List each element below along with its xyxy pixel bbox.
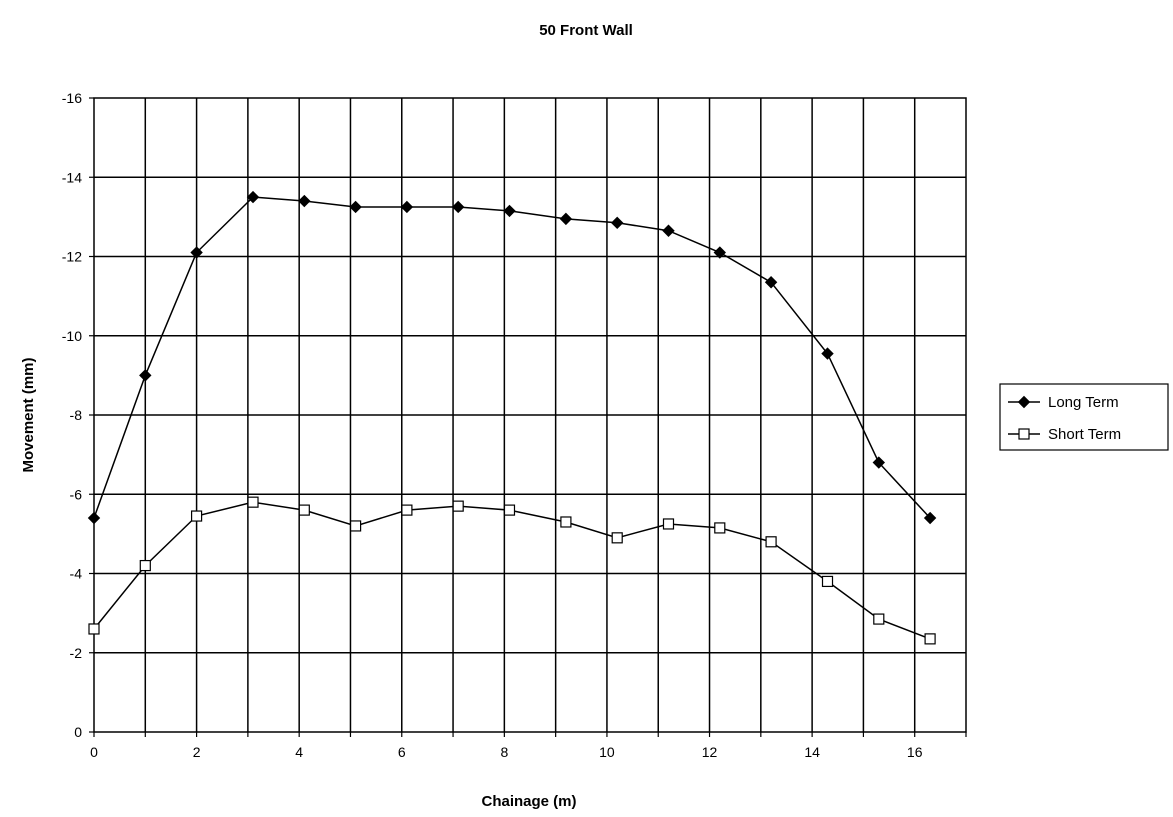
y-tick-label: -4: [70, 566, 83, 582]
x-axis-label: Chainage (m): [481, 793, 576, 810]
legend-marker-diamond: [1017, 395, 1031, 409]
legend: Long Term Short Term: [999, 383, 1169, 451]
data-point-diamond: [400, 200, 414, 214]
data-point-square: [560, 516, 572, 528]
data-point-diamond: [246, 190, 260, 204]
legend-label: Long Term: [1048, 394, 1119, 411]
x-tick-label: 10: [599, 744, 615, 760]
data-point-diamond: [821, 347, 834, 360]
data-point-square: [247, 496, 259, 508]
data-point-diamond: [451, 200, 465, 214]
data-point-square: [452, 500, 464, 512]
data-point-diamond: [298, 194, 311, 208]
x-tick-label: 16: [907, 744, 923, 760]
data-point-square: [821, 575, 834, 588]
data-point-square: [350, 520, 362, 532]
data-point-diamond: [190, 246, 203, 259]
y-tick-label: -2: [70, 645, 83, 661]
y-tick-label: -12: [62, 249, 82, 265]
data-point-square: [190, 510, 203, 522]
grid: [94, 98, 966, 732]
data-point-square: [873, 613, 885, 625]
data-point-square: [924, 633, 936, 645]
data-point-diamond: [349, 200, 362, 214]
y-tick-label: -16: [62, 90, 82, 106]
chart-title: 50 Front Wall: [539, 22, 633, 39]
series-layer: [87, 190, 937, 645]
data-point-diamond: [923, 511, 937, 525]
x-tick-label: 8: [500, 744, 508, 760]
data-point-diamond: [713, 246, 726, 259]
data-point-diamond: [662, 224, 675, 237]
x-tick-label: 14: [804, 744, 820, 760]
data-point-square: [88, 623, 100, 635]
y-tick-label: -8: [70, 407, 83, 423]
series-long-term: [87, 190, 937, 525]
x-tick-label: 4: [295, 744, 303, 760]
y-tick-label: -6: [70, 486, 83, 502]
y-tick-label: -14: [62, 169, 82, 185]
data-point-diamond: [503, 204, 516, 218]
data-point-square: [401, 504, 413, 516]
legend-entry: Long Term: [1008, 394, 1119, 411]
series-short-term: [88, 496, 936, 645]
data-point-diamond: [872, 456, 886, 469]
data-point-diamond: [559, 212, 573, 226]
legend-marker-square: [1018, 428, 1030, 440]
data-point-square: [714, 522, 726, 534]
data-point-diamond: [87, 511, 101, 525]
data-point-square: [611, 532, 623, 544]
y-axis-ticks: 0 -2 -4 -6 -8 -10 -12 -14 -16: [62, 90, 94, 740]
data-point-square: [662, 518, 675, 530]
x-tick-label: 12: [702, 744, 718, 760]
legend-label: Short Term: [1048, 426, 1121, 443]
x-tick-label: 0: [90, 744, 98, 760]
x-axis-ticks: 0 2 4 6 8 10 12 14 16: [90, 732, 967, 760]
data-point-square: [503, 504, 516, 516]
x-tick-label: 2: [193, 744, 201, 760]
data-point-square: [765, 536, 777, 548]
y-axis-label: Movement (mm): [20, 357, 37, 472]
data-point-square: [139, 559, 151, 572]
data-point-diamond: [610, 216, 624, 230]
data-point-square: [298, 504, 310, 516]
y-tick-label: -10: [62, 328, 82, 344]
legend-entry: Short Term: [1008, 426, 1121, 443]
y-tick-label: 0: [74, 724, 82, 740]
data-point-diamond: [139, 369, 152, 382]
x-tick-label: 6: [398, 744, 406, 760]
data-point-diamond: [764, 276, 778, 289]
